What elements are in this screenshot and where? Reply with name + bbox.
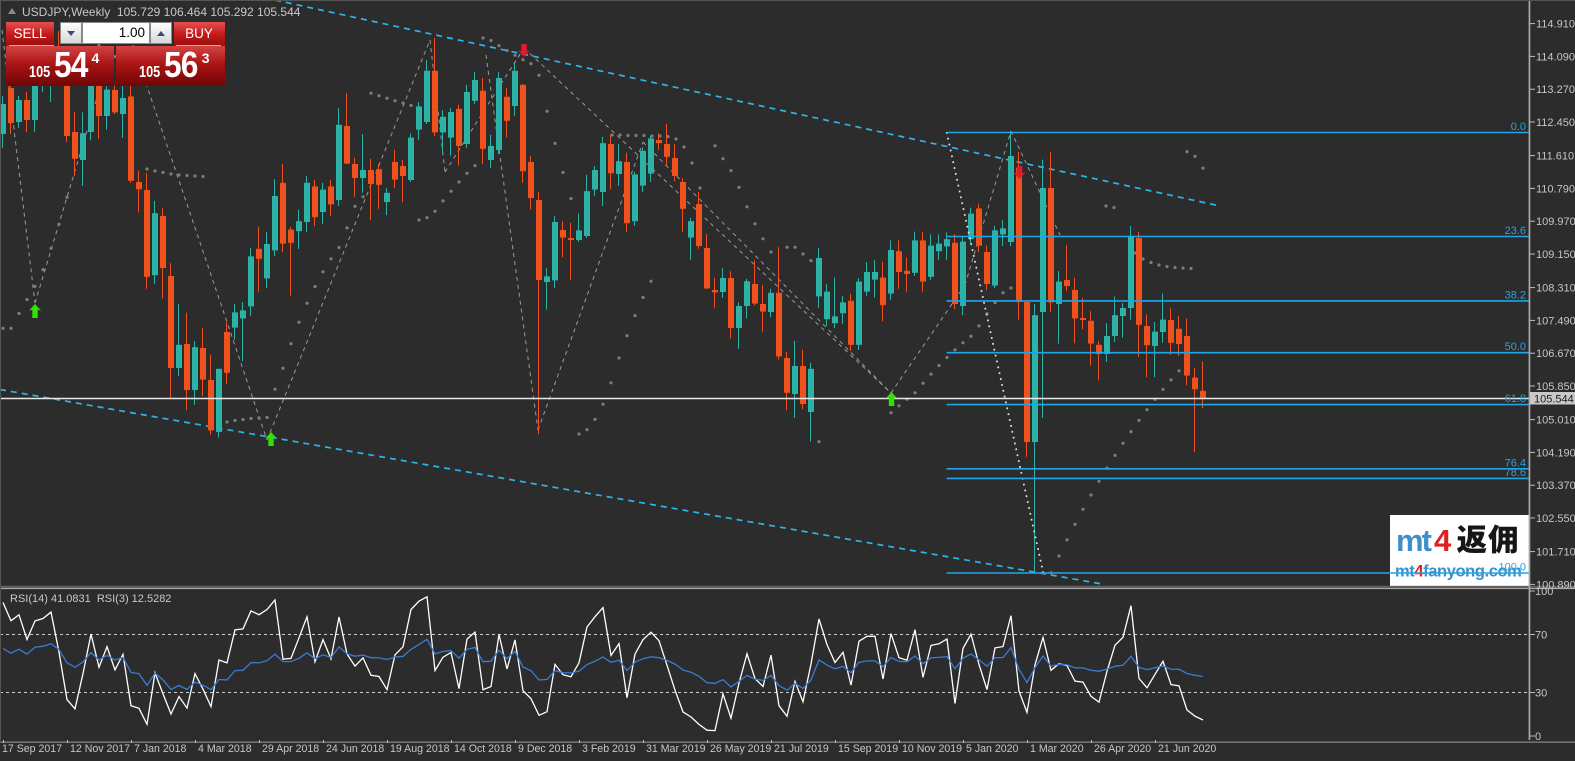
svg-text:105.010: 105.010: [1536, 415, 1575, 427]
svg-text:113.270: 113.270: [1536, 84, 1575, 96]
svg-text:109.150: 109.150: [1536, 249, 1575, 261]
svg-text:24 Jun 2018: 24 Jun 2018: [326, 743, 384, 755]
svg-text:4: 4: [1434, 523, 1452, 558]
svg-text:100.0: 100.0: [1498, 562, 1526, 574]
svg-text:100: 100: [1535, 586, 1553, 598]
svg-text:102.550: 102.550: [1536, 513, 1575, 525]
svg-text:mt4fanyong.com: mt4fanyong.com: [1395, 563, 1521, 581]
svg-text:106.670: 106.670: [1536, 348, 1575, 360]
svg-text:7 Jan 2018: 7 Jan 2018: [134, 743, 187, 755]
svg-text:3 Feb 2019: 3 Feb 2019: [582, 743, 636, 755]
svg-text:108.310: 108.310: [1536, 283, 1575, 295]
svg-text:1 Mar 2020: 1 Mar 2020: [1030, 743, 1084, 755]
svg-text:38.2: 38.2: [1505, 289, 1526, 301]
svg-text:23.6: 23.6: [1505, 225, 1526, 237]
svg-text:114.090: 114.090: [1536, 51, 1575, 63]
svg-text:26 May 2019: 26 May 2019: [710, 743, 771, 755]
svg-text:10 Nov 2019: 10 Nov 2019: [902, 743, 962, 755]
svg-text:107.490: 107.490: [1536, 315, 1575, 327]
svg-text:12 Nov 2017: 12 Nov 2017: [70, 743, 130, 755]
svg-text:110.790: 110.790: [1536, 183, 1575, 195]
svg-text:mt: mt: [1396, 523, 1432, 558]
svg-text:104.190: 104.190: [1536, 447, 1575, 459]
svg-text:21 Jul 2019: 21 Jul 2019: [774, 743, 829, 755]
svg-text:USDJPY,Weekly 105.729 106.464: USDJPY,Weekly 105.729 106.464 105.292 10…: [22, 5, 301, 19]
svg-text:109.970: 109.970: [1536, 216, 1575, 228]
svg-text:19 Aug 2018: 19 Aug 2018: [390, 743, 450, 755]
svg-text:100.890: 100.890: [1536, 579, 1575, 591]
svg-text:105.850: 105.850: [1536, 381, 1575, 393]
svg-text:21 Jun 2020: 21 Jun 2020: [1158, 743, 1216, 755]
svg-text:15 Sep 2019: 15 Sep 2019: [838, 743, 898, 755]
svg-text:30: 30: [1535, 688, 1547, 700]
svg-text:105.544: 105.544: [1534, 394, 1574, 406]
svg-text:114.910: 114.910: [1536, 19, 1575, 31]
svg-text:5 Jan 2020: 5 Jan 2020: [966, 743, 1019, 755]
svg-text:0.0: 0.0: [1511, 121, 1526, 133]
svg-text:14 Oct 2018: 14 Oct 2018: [454, 743, 512, 755]
svg-text:4 Mar 2018: 4 Mar 2018: [198, 743, 252, 755]
svg-text:103.370: 103.370: [1536, 480, 1575, 492]
svg-text:RSI(14) 41.0831 RSI(3) 12.528: RSI(14) 41.0831 RSI(3) 12.5282: [10, 593, 171, 605]
svg-text:26 Apr 2020: 26 Apr 2020: [1094, 743, 1151, 755]
svg-text:70: 70: [1535, 630, 1547, 642]
svg-text:17 Sep 2017: 17 Sep 2017: [2, 743, 62, 755]
svg-text:111.610: 111.610: [1536, 151, 1574, 163]
svg-text:101.710: 101.710: [1536, 547, 1575, 559]
svg-text:76.4: 76.4: [1505, 457, 1526, 469]
svg-text:29 Apr 2018: 29 Apr 2018: [262, 743, 319, 755]
svg-text:0: 0: [1535, 731, 1541, 743]
svg-text:31 Mar 2019: 31 Mar 2019: [646, 743, 706, 755]
svg-text:112.450: 112.450: [1536, 117, 1575, 129]
svg-text:78.6: 78.6: [1505, 467, 1526, 479]
svg-text:9 Dec 2018: 9 Dec 2018: [518, 743, 572, 755]
svg-text:50.0: 50.0: [1505, 341, 1526, 353]
svg-text:61.8: 61.8: [1505, 393, 1526, 405]
